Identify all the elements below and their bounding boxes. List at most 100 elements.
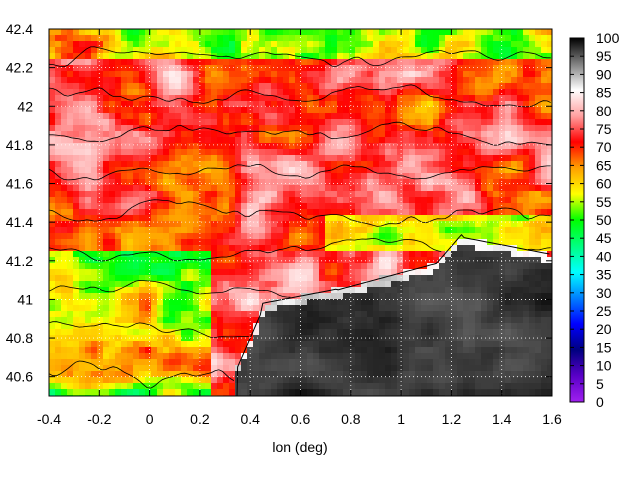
heatmap-cell — [331, 113, 338, 120]
heatmap-cell — [115, 41, 122, 48]
heatmap-cell — [307, 83, 314, 90]
heatmap-cell — [517, 239, 524, 246]
heatmap-cell — [61, 161, 68, 168]
heatmap-cell — [463, 161, 470, 168]
heatmap-cell — [349, 293, 356, 300]
heatmap-cell — [109, 197, 116, 204]
heatmap-cell — [73, 257, 80, 264]
heatmap-cell — [211, 149, 218, 156]
heatmap-cell — [397, 263, 404, 270]
heatmap-cell — [487, 95, 494, 102]
heatmap-cell — [475, 293, 482, 300]
heatmap-cell — [319, 143, 326, 150]
heatmap-cell — [409, 179, 416, 186]
heatmap-cell — [79, 125, 86, 132]
heatmap-cell — [97, 251, 104, 258]
heatmap-cell — [115, 233, 122, 240]
heatmap-cell — [199, 269, 206, 276]
heatmap-cell — [253, 269, 260, 276]
heatmap-cell — [403, 215, 410, 222]
heatmap-cell — [451, 83, 458, 90]
heatmap-cell — [187, 269, 194, 276]
heatmap-cell — [211, 71, 218, 78]
heatmap-cell — [379, 281, 386, 288]
heatmap-cell — [283, 29, 290, 36]
heatmap-cell — [211, 377, 218, 384]
heatmap-cell — [121, 137, 128, 144]
heatmap-cell — [427, 173, 434, 180]
heatmap-cell — [145, 317, 152, 324]
heatmap-cell — [223, 359, 230, 366]
heatmap-cell — [115, 65, 122, 72]
heatmap-cell — [385, 341, 392, 348]
heatmap-cell — [223, 323, 230, 330]
heatmap-cell — [247, 161, 254, 168]
heatmap-cell — [79, 95, 86, 102]
heatmap-cell — [49, 95, 56, 102]
heatmap-cell — [181, 383, 188, 390]
heatmap-cell — [109, 95, 116, 102]
heatmap-cell — [205, 305, 212, 312]
heatmap-cell — [247, 227, 254, 234]
heatmap-cell — [331, 35, 338, 42]
heatmap-cell — [121, 269, 128, 276]
heatmap-cell — [547, 71, 552, 78]
heatmap-cell — [103, 365, 110, 372]
heatmap-cell — [157, 155, 164, 162]
heatmap-cell — [103, 65, 110, 72]
heatmap-cell — [103, 209, 110, 216]
heatmap-cell — [547, 323, 552, 330]
heatmap-cell — [235, 281, 242, 288]
heatmap-cell — [259, 149, 266, 156]
heatmap-cell — [253, 335, 260, 342]
heatmap-cell — [241, 287, 248, 294]
heatmap-cell — [85, 77, 92, 84]
heatmap-cell — [259, 251, 266, 258]
heatmap-cell — [259, 209, 266, 216]
heatmap-cell — [523, 365, 530, 372]
heatmap-cell — [229, 65, 236, 72]
heatmap-cell — [367, 263, 374, 270]
heatmap-cell — [367, 185, 374, 192]
heatmap-cell — [73, 233, 80, 240]
heatmap-cell — [277, 83, 284, 90]
heatmap-cell — [283, 377, 290, 384]
heatmap-cell — [475, 41, 482, 48]
heatmap-cell — [301, 131, 308, 138]
heatmap-cell — [427, 359, 434, 366]
heatmap-cell — [289, 377, 296, 384]
heatmap-cell — [511, 239, 518, 246]
heatmap-cell — [259, 353, 266, 360]
heatmap-cell — [433, 365, 440, 372]
heatmap-cell — [265, 113, 272, 120]
heatmap-cell — [157, 125, 164, 132]
heatmap-cell — [541, 377, 548, 384]
heatmap-cell — [505, 137, 512, 144]
heatmap-cell — [217, 245, 224, 252]
heatmap-cell — [229, 95, 236, 102]
heatmap-cell — [355, 347, 362, 354]
heatmap-cell — [475, 185, 482, 192]
heatmap-cell — [367, 71, 374, 78]
heatmap-cell — [103, 179, 110, 186]
heatmap-cell — [211, 221, 218, 228]
heatmap-cell — [145, 173, 152, 180]
heatmap-cell — [115, 317, 122, 324]
heatmap-cell — [127, 209, 134, 216]
heatmap-cell — [427, 227, 434, 234]
heatmap-cell — [67, 101, 74, 108]
heatmap-cell — [283, 179, 290, 186]
heatmap-cell — [241, 293, 248, 300]
heatmap-cell — [535, 53, 542, 60]
heatmap-cell — [373, 251, 380, 258]
heatmap-cell — [271, 53, 278, 60]
heatmap-cell — [211, 113, 218, 120]
heatmap-cell — [379, 113, 386, 120]
heatmap-cell — [73, 53, 80, 60]
heatmap-cell — [157, 71, 164, 78]
heatmap-cell — [205, 257, 212, 264]
heatmap-cell — [115, 257, 122, 264]
heatmap-cell — [103, 185, 110, 192]
heatmap-cell — [343, 215, 350, 222]
